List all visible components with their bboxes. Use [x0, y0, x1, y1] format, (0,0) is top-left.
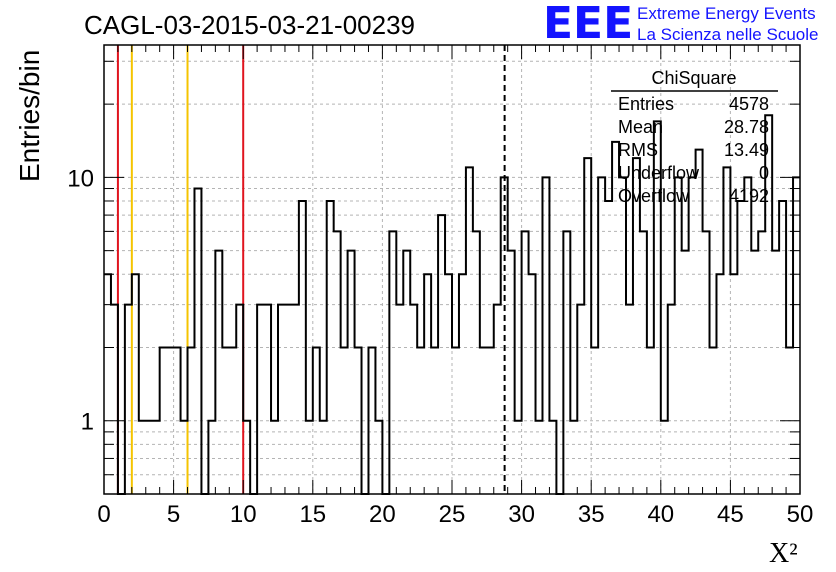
x-tick-label: 25	[439, 501, 466, 528]
x-tick-label: 15	[299, 501, 326, 528]
histogram-step-line	[104, 114, 800, 495]
histogram-bins	[104, 114, 800, 495]
y-tick-label: 1	[81, 409, 94, 436]
x-tick-label: 5	[167, 501, 180, 528]
stats-row-value: 0	[759, 163, 769, 183]
stats-row-value: 28.78	[724, 117, 769, 137]
chart-title: CAGL-03-2015-03-21-00239	[84, 10, 415, 40]
x-tick-label: 20	[369, 501, 396, 528]
eee-logo: EEE	[543, 0, 634, 49]
x-tick-label: 40	[647, 501, 674, 528]
stats-box-rows: Entries 4578 Mean 28.78 RMS 13.49 Underflow 0 Ov…	[618, 94, 769, 206]
logo-tagline-2: La Scienza nelle Scuole	[637, 25, 819, 44]
y-tick-label: 10	[67, 165, 94, 192]
stats-row-label: Overflow	[618, 186, 690, 206]
stats-row-value: 13.49	[724, 140, 769, 160]
axis-ticks	[103, 45, 801, 494]
stats-row-label: RMS	[618, 140, 658, 160]
x-axis-label: X²	[769, 538, 798, 569]
x-tick-label: 45	[717, 501, 744, 528]
stats-row-value: 4578	[729, 94, 769, 114]
x-tick-label: 50	[787, 501, 814, 528]
stats-box-title: ChiSquare	[651, 68, 736, 88]
x-tick-label: 10	[230, 501, 257, 528]
stats-box: ChiSquare Entries 4578 Mean 28.78 RMS 13.49 Un…	[611, 68, 778, 206]
vertical-markers	[116, 45, 506, 494]
stats-row-value: 4192	[729, 186, 769, 206]
stats-row-label: Entries	[618, 94, 674, 114]
y-axis-label: Entries/bin	[14, 49, 45, 182]
x-tick-label: 30	[508, 501, 535, 528]
logo-tagline-1: Extreme Energy Events	[637, 4, 816, 23]
stats-row-label: Mean	[618, 117, 663, 137]
stats-row-label: Underflow	[618, 163, 700, 183]
x-tick-label: 35	[578, 501, 605, 528]
tick-labels: 0 5 10 15 20 25 30 35 40 45 50 1 10	[67, 165, 813, 528]
x-tick-label: 0	[97, 501, 110, 528]
